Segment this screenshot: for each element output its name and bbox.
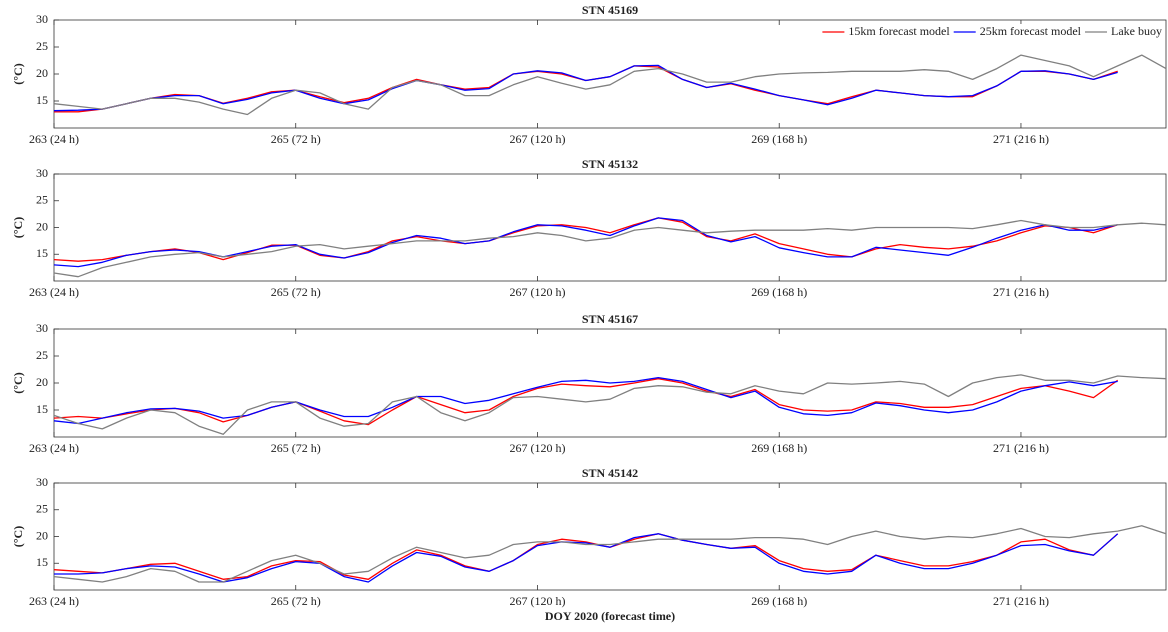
series-line: [53, 219, 1167, 278]
y-tick-label: 30: [36, 12, 48, 26]
x-tick-label: 269 (168 h): [751, 285, 807, 299]
panel-title: STN 45132: [582, 157, 638, 171]
x-tick-label: 267 (120 h): [509, 285, 565, 299]
series-line: [53, 64, 1118, 112]
x-tick-label: 265 (72 h): [271, 132, 321, 146]
y-tick-label: 30: [36, 475, 48, 489]
y-tick-label: 30: [36, 321, 48, 335]
y-tick-label: 25: [36, 502, 48, 516]
series-line: [53, 376, 1118, 425]
y-tick-label: 25: [36, 39, 48, 53]
series-line: [53, 378, 1119, 426]
plot-area: [53, 482, 1167, 591]
y-axis-label: (°C): [11, 63, 25, 84]
y-tick-label: 20: [36, 66, 48, 80]
x-tick-label: 271 (216 h): [993, 594, 1049, 608]
series-line: [53, 217, 1118, 262]
y-axis-label: (°C): [11, 526, 25, 547]
series-line: [53, 54, 1167, 116]
plot-area: [53, 173, 1167, 282]
x-axis-label: DOY 2020 (forecast time): [545, 609, 675, 623]
panel-title: STN 45142: [582, 466, 638, 480]
y-tick-label: 25: [36, 193, 48, 207]
legend: Lake buoy 25km forecast model 15km forecas…: [818, 24, 1164, 40]
y-tick-label: 20: [36, 375, 48, 389]
y-tick-label: 30: [36, 166, 48, 180]
series-line: [53, 217, 1118, 268]
panel-title: STN 45167: [582, 312, 638, 326]
y-axis-label: (°C): [11, 372, 25, 393]
x-tick-label: 271 (216 h): [993, 285, 1049, 299]
x-tick-label: 269 (168 h): [751, 132, 807, 146]
legend-box: [818, 24, 1164, 40]
y-tick-label: 15: [36, 246, 48, 260]
legend-label: 15km forecast model: [848, 24, 950, 38]
x-tick-label: 271 (216 h): [993, 132, 1049, 146]
x-tick-label: 263 (24 h): [29, 132, 79, 146]
x-tick-label: 267 (120 h): [509, 594, 565, 608]
x-tick-label: 269 (168 h): [751, 594, 807, 608]
x-tick-label: 263 (24 h): [29, 594, 79, 608]
y-axis-label: (°C): [11, 217, 25, 238]
y-tick-label: 20: [36, 219, 48, 233]
y-tick-label: 15: [36, 93, 48, 107]
y-tick-label: 20: [36, 528, 48, 542]
series-line: [53, 525, 1167, 583]
y-tick-label: 15: [36, 555, 48, 569]
legend-label: 25km forecast model: [980, 24, 1082, 38]
x-tick-label: 267 (120 h): [509, 441, 565, 455]
x-tick-label: 269 (168 h): [751, 441, 807, 455]
series-line: [53, 374, 1167, 435]
x-tick-label: 271 (216 h): [993, 441, 1049, 455]
x-tick-label: 265 (72 h): [271, 285, 321, 299]
legend-label: Lake buoy: [1111, 24, 1162, 38]
x-tick-label: 265 (72 h): [271, 594, 321, 608]
y-tick-label: 25: [36, 348, 48, 362]
x-tick-label: 263 (24 h): [29, 441, 79, 455]
x-tick-label: 265 (72 h): [271, 441, 321, 455]
series-line: [54, 533, 1119, 583]
x-tick-label: 267 (120 h): [509, 132, 565, 146]
x-tick-label: 263 (24 h): [29, 285, 79, 299]
panel-title: STN 45169: [582, 3, 638, 17]
y-tick-label: 15: [36, 402, 48, 416]
